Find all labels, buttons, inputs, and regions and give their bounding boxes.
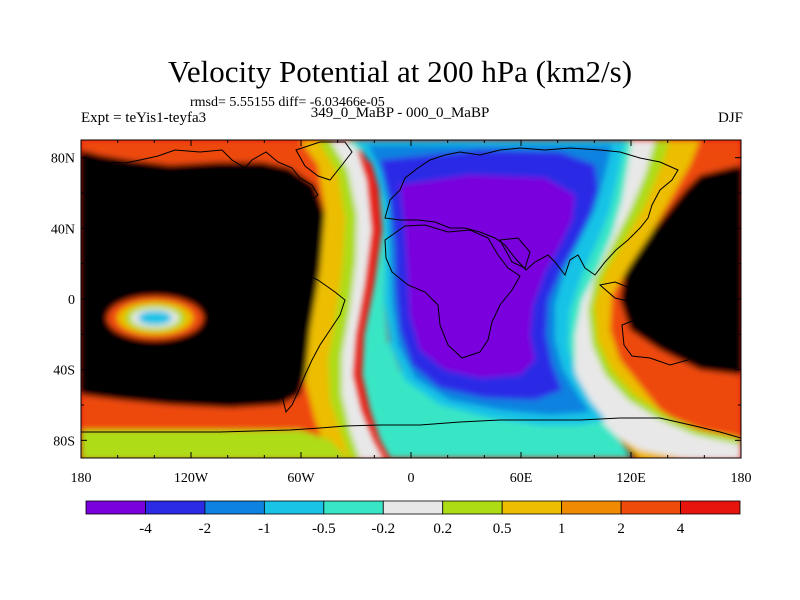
y-tick-label: 0: [68, 293, 75, 308]
y-tick-label: 80S: [53, 434, 75, 449]
chart-title: Velocity Potential at 200 hPa (km2/s): [167, 54, 633, 89]
coast-australia: [621, 317, 696, 366]
colorbar-label: -0.2: [371, 521, 395, 537]
coast-africa: [384, 224, 521, 359]
colorbar-label: -4: [139, 521, 152, 537]
contour-band-level-10: [81, 140, 741, 458]
local-min-core: [138, 311, 172, 325]
coast-south-america: [259, 263, 346, 414]
y-tick-label: 40N: [51, 222, 75, 237]
colorbar-swatch: [263, 500, 325, 515]
colorbar-label: 0.5: [493, 521, 512, 537]
x-tick-label: 0: [408, 471, 415, 486]
x-tick-label: 180: [731, 471, 752, 486]
colorbar-swatch: [145, 500, 206, 515]
x-tick-label: 120E: [616, 471, 646, 486]
contour-field: [81, 140, 741, 458]
x-tick-label: 180: [71, 471, 92, 486]
period-label: 349_0_MaBP - 000_0_MaBP: [310, 105, 490, 121]
colorbar-swatch: [501, 500, 563, 515]
y-tick-label: 40S: [53, 364, 75, 379]
experiment-label: Expt = teYis1-teyfa3: [81, 110, 207, 126]
colorbar-swatch: [442, 500, 503, 515]
coast-greenland: [295, 141, 353, 181]
coast-indonesia: [598, 281, 664, 306]
coast-arabia: [499, 237, 531, 269]
x-tick-label: 120W: [174, 471, 209, 486]
colorbar-swatch: [382, 500, 444, 515]
colorbar-label: 4: [677, 521, 685, 537]
coast-eurasia: [384, 147, 679, 277]
y-tick-label: 80N: [51, 152, 75, 167]
coast-north-america: [99, 149, 319, 281]
colorbar-label: 0.2: [433, 521, 452, 537]
x-tick-label: 60E: [510, 471, 533, 486]
coastlines: [81, 141, 741, 439]
colorbar-swatch: [323, 500, 384, 515]
colorbar-swatch: [561, 500, 622, 515]
colorbar-label: -1: [258, 521, 271, 537]
colorbar-swatch: [620, 500, 681, 515]
colorbar-swatch: [85, 500, 146, 515]
colorbar-label: 1: [558, 521, 566, 537]
axis-ticks: 180 120W 60W 0 60E 120E 180 80N 40N 0 40S 80S: [51, 140, 752, 486]
contour-band-level-6: [81, 140, 741, 458]
colorbar-swatch: [204, 500, 265, 515]
colorbar-label: -0.5: [312, 521, 336, 537]
coast-antarctica: [81, 417, 741, 439]
stats-label: rmsd= 5.55155 diff= -6.03466e-05: [190, 95, 385, 110]
colorbar: -4 -2 -1 -0.5 -0.2 0.2 0.5 1 2 4: [85, 500, 741, 537]
colorbar-label: -2: [199, 521, 212, 537]
colorbar-label: 2: [617, 521, 625, 537]
season-label: DJF: [717, 110, 743, 126]
colorbar-swatch: [680, 500, 741, 515]
x-tick-label: 60W: [287, 471, 315, 486]
